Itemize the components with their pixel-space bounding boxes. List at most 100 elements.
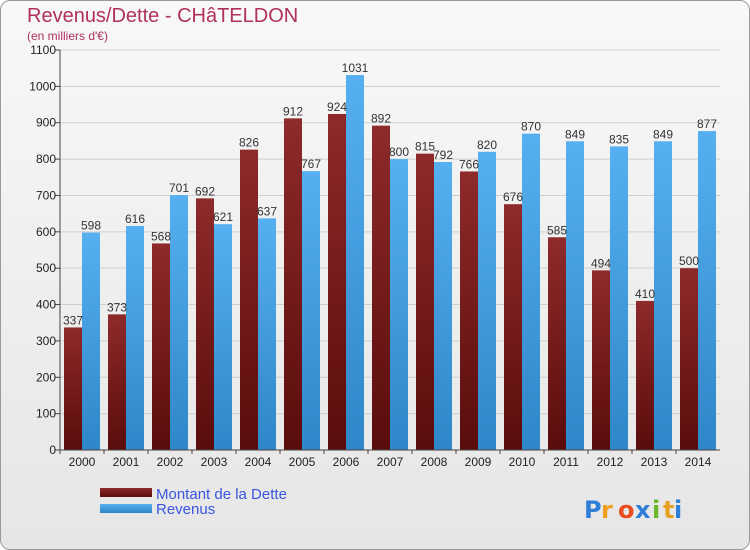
bar-debt xyxy=(504,204,522,450)
legend-swatch-revenus xyxy=(100,504,152,513)
value-label-revenus: 877 xyxy=(697,117,717,131)
bar-debt xyxy=(328,114,346,450)
value-label-debt: 692 xyxy=(195,184,215,198)
bar-revenus xyxy=(346,75,364,450)
bar-debt xyxy=(196,198,214,450)
y-tick-label: 700 xyxy=(36,188,56,202)
bar-debt xyxy=(372,125,390,451)
logo-letter: P xyxy=(584,496,602,524)
x-tick-label: 2006 xyxy=(333,455,360,469)
bar-revenus xyxy=(126,226,144,450)
value-label-debt: 766 xyxy=(459,157,479,171)
logo-letter: i xyxy=(674,496,682,524)
value-label-revenus: 701 xyxy=(169,181,189,195)
bar-debt xyxy=(548,237,566,450)
bar-revenus xyxy=(82,232,100,450)
logo-letter: x xyxy=(635,496,651,524)
x-tick-label: 2001 xyxy=(113,455,140,469)
y-tick-label: 0 xyxy=(49,443,56,457)
y-tick-label: 800 xyxy=(36,152,56,166)
logo-letter: o xyxy=(618,496,635,524)
value-label-revenus: 637 xyxy=(257,204,277,218)
y-tick-label: 200 xyxy=(36,370,56,384)
bar-revenus xyxy=(522,133,540,451)
x-tick-label: 2004 xyxy=(245,455,272,469)
x-tick-label: 2012 xyxy=(597,455,624,469)
bar-debt xyxy=(592,270,610,450)
y-tick-label: 1000 xyxy=(29,79,56,93)
value-label-debt: 373 xyxy=(107,300,127,314)
y-tick-label: 600 xyxy=(36,225,56,239)
value-label-debt: 585 xyxy=(547,223,567,237)
x-tick-label: 2009 xyxy=(465,455,492,469)
x-tick-label: 2002 xyxy=(157,455,184,469)
value-label-revenus: 767 xyxy=(301,157,321,171)
bar-revenus xyxy=(610,146,628,450)
bar-debt xyxy=(636,300,654,450)
x-tick-label: 2010 xyxy=(509,455,536,469)
bar-debt xyxy=(64,327,82,450)
bar-revenus xyxy=(258,218,276,450)
x-tick-label: 2007 xyxy=(377,455,404,469)
value-label-revenus: 800 xyxy=(389,145,409,159)
value-label-debt: 676 xyxy=(503,190,523,204)
chart-subtitle: (en milliers d'€) xyxy=(27,29,108,43)
value-label-debt: 892 xyxy=(371,112,391,126)
logo-letter: t xyxy=(663,496,674,524)
bar-revenus xyxy=(478,151,496,450)
value-label-debt: 815 xyxy=(415,140,435,154)
value-label-debt: 924 xyxy=(327,100,347,114)
legend-swatch-debt xyxy=(100,488,152,497)
bar-debt xyxy=(284,118,302,450)
value-label-revenus: 820 xyxy=(477,138,497,152)
bar-revenus xyxy=(566,141,584,451)
x-tick-label: 2014 xyxy=(685,455,712,469)
y-tick-label: 1100 xyxy=(30,43,56,57)
value-label-revenus: 792 xyxy=(433,148,453,162)
y-tick-label: 900 xyxy=(36,116,56,130)
bar-debt xyxy=(108,314,126,450)
value-label-revenus: 1031 xyxy=(342,61,369,75)
y-tick-label: 100 xyxy=(36,407,56,421)
y-tick-label: 500 xyxy=(36,261,56,275)
legend-label-debt: Montant de la Dette xyxy=(156,486,287,503)
bar-revenus xyxy=(214,224,232,450)
value-label-revenus: 870 xyxy=(521,120,541,134)
value-label-debt: 826 xyxy=(239,136,259,150)
x-tick-label: 2000 xyxy=(69,455,96,469)
value-label-revenus: 616 xyxy=(125,212,145,226)
bar-debt xyxy=(680,268,698,450)
bar-debt xyxy=(416,153,434,451)
x-tick-label: 2008 xyxy=(421,455,448,469)
bar-revenus xyxy=(654,141,672,451)
x-tick-label: 2005 xyxy=(289,455,316,469)
bar-revenus xyxy=(390,159,408,450)
logo-letter: r xyxy=(601,496,613,524)
value-label-debt: 912 xyxy=(283,104,303,118)
x-tick-label: 2011 xyxy=(553,455,579,469)
value-label-debt: 494 xyxy=(591,256,611,270)
bar-debt xyxy=(460,171,478,451)
bar-revenus xyxy=(434,162,452,450)
chart-title: Revenus/Dette - CHâTELDON xyxy=(27,5,299,27)
bar-debt xyxy=(240,149,258,451)
x-tick-label: 2013 xyxy=(641,455,668,469)
value-label-debt: 337 xyxy=(63,313,83,327)
bar-debt xyxy=(152,243,170,450)
value-label-debt: 410 xyxy=(635,287,655,301)
y-tick-label: 400 xyxy=(36,298,56,312)
y-tick-label: 300 xyxy=(36,334,56,348)
value-label-debt: 500 xyxy=(679,254,699,268)
legend-label-revenus: Revenus xyxy=(156,501,215,518)
bar-revenus xyxy=(170,195,188,450)
x-tick-label: 2003 xyxy=(201,455,228,469)
value-label-revenus: 835 xyxy=(609,132,629,146)
bar-revenus xyxy=(302,171,320,450)
value-label-revenus: 849 xyxy=(653,127,673,141)
value-label-revenus: 598 xyxy=(81,219,101,233)
value-label-revenus: 849 xyxy=(565,127,585,141)
value-label-revenus: 621 xyxy=(213,210,233,224)
value-label-debt: 568 xyxy=(151,229,171,243)
